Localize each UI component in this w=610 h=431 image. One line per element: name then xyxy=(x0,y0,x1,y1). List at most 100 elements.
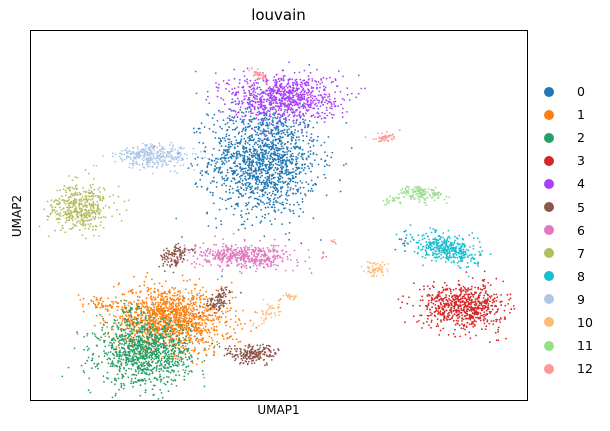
data-point xyxy=(310,179,313,182)
data-point xyxy=(430,299,433,301)
data-point xyxy=(285,202,288,205)
data-point xyxy=(461,314,463,317)
data-point xyxy=(140,321,143,324)
data-point xyxy=(185,322,188,325)
data-point xyxy=(426,306,429,309)
data-point xyxy=(250,127,253,130)
data-point xyxy=(403,242,406,245)
data-point xyxy=(181,317,183,320)
data-point xyxy=(145,340,148,343)
data-point xyxy=(115,335,118,338)
data-point xyxy=(434,304,437,306)
data-point xyxy=(479,316,481,319)
data-point xyxy=(179,327,182,329)
data-point xyxy=(277,147,280,150)
data-point xyxy=(212,147,215,150)
data-point xyxy=(446,288,449,291)
data-point xyxy=(232,173,234,176)
data-point xyxy=(493,313,496,315)
data-point xyxy=(190,302,193,305)
data-point xyxy=(315,183,317,186)
data-point xyxy=(273,209,276,212)
data-point xyxy=(473,319,476,322)
data-point xyxy=(426,285,429,287)
data-point xyxy=(184,338,187,340)
data-point xyxy=(221,198,224,201)
data-point xyxy=(269,166,272,169)
data-point xyxy=(224,159,227,162)
data-point xyxy=(185,366,188,369)
data-point xyxy=(299,116,302,119)
data-point xyxy=(248,135,251,138)
data-point xyxy=(258,203,260,206)
data-point xyxy=(206,212,208,215)
data-point xyxy=(439,298,441,301)
data-point xyxy=(93,324,96,327)
data-point xyxy=(170,311,173,313)
data-point xyxy=(146,271,149,274)
data-point xyxy=(110,339,113,342)
data-point xyxy=(173,300,176,302)
data-point xyxy=(114,377,116,380)
data-point xyxy=(104,321,107,324)
data-point xyxy=(135,291,138,294)
data-point xyxy=(185,328,188,331)
data-point xyxy=(287,186,289,189)
data-point xyxy=(184,316,187,319)
data-point xyxy=(166,309,169,312)
data-point xyxy=(249,139,252,141)
data-point xyxy=(278,173,281,175)
data-point xyxy=(179,295,181,298)
data-point xyxy=(305,135,308,138)
data-point xyxy=(229,309,231,312)
data-point xyxy=(124,338,126,341)
data-point xyxy=(253,170,256,173)
data-point xyxy=(151,278,153,281)
data-point xyxy=(286,195,288,197)
data-point xyxy=(482,300,484,303)
data-point xyxy=(224,145,227,148)
data-point xyxy=(448,304,450,307)
data-point xyxy=(254,179,257,181)
data-point xyxy=(164,351,167,354)
data-point xyxy=(125,340,128,343)
data-point xyxy=(220,220,222,222)
data-point xyxy=(297,124,300,126)
data-point xyxy=(195,297,198,300)
data-point xyxy=(118,335,121,338)
data-point xyxy=(107,333,109,336)
data-point xyxy=(136,305,139,308)
data-point xyxy=(213,319,215,322)
data-point xyxy=(67,366,70,369)
data-point xyxy=(211,339,214,342)
data-point xyxy=(453,304,456,307)
data-point xyxy=(284,121,287,124)
data-point xyxy=(143,324,146,327)
data-point xyxy=(236,165,239,168)
data-point xyxy=(184,288,187,291)
data-point xyxy=(280,143,282,146)
data-point xyxy=(173,319,175,321)
data-point xyxy=(265,151,267,154)
data-point xyxy=(228,138,231,141)
data-point xyxy=(268,175,271,178)
data-point xyxy=(209,182,212,184)
data-point xyxy=(157,323,160,326)
data-point xyxy=(186,320,189,322)
data-point xyxy=(445,309,448,312)
data-point xyxy=(83,371,86,374)
data-point xyxy=(122,387,125,390)
data-point xyxy=(144,319,147,321)
data-point xyxy=(174,344,177,347)
data-point xyxy=(451,296,453,298)
data-point xyxy=(247,201,250,204)
data-point xyxy=(299,186,302,189)
data-point xyxy=(175,331,178,333)
data-point xyxy=(133,338,136,341)
data-point xyxy=(154,298,157,301)
data-point xyxy=(154,317,156,319)
data-point xyxy=(120,362,123,364)
data-point xyxy=(166,380,169,383)
data-point xyxy=(144,389,147,391)
data-point xyxy=(246,218,249,221)
